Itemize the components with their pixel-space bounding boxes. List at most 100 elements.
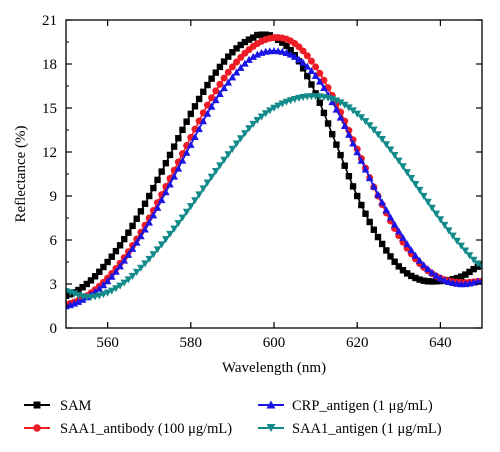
data-point [361, 165, 370, 173]
data-point [236, 135, 245, 143]
data-point [320, 83, 328, 91]
data-point [220, 74, 228, 82]
data-point [333, 141, 340, 148]
data-point [216, 63, 224, 71]
data-point [228, 145, 237, 153]
data-point [436, 216, 445, 224]
data-point [419, 192, 428, 200]
data-point [390, 152, 399, 160]
data-point [229, 49, 236, 56]
data-point [220, 156, 228, 164]
data-point [245, 125, 253, 133]
data-point [303, 62, 312, 70]
data-point [336, 113, 345, 121]
data-point [195, 191, 203, 199]
legend-entry-sam: SAM [24, 398, 92, 414]
data-point [170, 172, 178, 180]
data-point [262, 31, 269, 38]
data-point [386, 213, 395, 221]
data-point [378, 198, 386, 206]
data-point [129, 222, 136, 230]
data-point [291, 52, 299, 60]
data-point [220, 84, 228, 92]
data-point [132, 238, 141, 246]
data-point [261, 110, 270, 118]
data-point [137, 264, 145, 272]
data-point [132, 268, 141, 276]
data-point [178, 214, 187, 222]
data-point [374, 131, 382, 139]
data-point [236, 63, 245, 71]
data-point [253, 117, 262, 125]
y-tick-label: 21 [42, 13, 57, 29]
data-point [433, 278, 440, 285]
data-point [303, 52, 311, 60]
data-point [354, 192, 361, 200]
legend-label-saa1-antibody: SAA1_antibody (100 μg/mL) [60, 421, 232, 437]
x-tick-label: 620 [346, 335, 369, 351]
data-point [166, 180, 174, 188]
data-point [461, 247, 470, 255]
data-point [361, 118, 370, 126]
data-point [411, 181, 420, 189]
data-point [316, 69, 324, 77]
data-point [120, 256, 129, 264]
data-point [274, 102, 282, 110]
data-point [199, 117, 208, 125]
data-point [336, 99, 345, 107]
data-point [332, 97, 341, 105]
data-point [75, 286, 82, 294]
data-point [420, 277, 427, 284]
data-point [453, 237, 461, 245]
data-point [315, 77, 324, 85]
data-point [203, 109, 212, 117]
data-point [279, 39, 286, 46]
data-point [174, 164, 183, 172]
x-axis-title: Wavelength (nm) [222, 360, 326, 376]
data-point [146, 192, 153, 200]
data-point [212, 69, 219, 76]
data-point [103, 289, 112, 297]
x-tick-label: 600 [263, 335, 286, 351]
data-point [391, 258, 398, 265]
data-point [120, 279, 129, 287]
data-point [316, 99, 323, 106]
data-point [415, 256, 424, 264]
data-point [311, 71, 320, 79]
data-point [365, 122, 374, 130]
data-point [399, 163, 407, 171]
data-point [278, 47, 287, 55]
data-point [112, 285, 120, 293]
data-point [141, 200, 149, 207]
data-point [295, 55, 303, 63]
y-tick-label: 15 [42, 101, 57, 117]
legend-label-saa1-antigen: SAA1_antigen (1 μg/mL) [292, 421, 442, 437]
data-point [257, 113, 266, 121]
y-tick-label: 0 [50, 321, 58, 337]
data-point [216, 162, 224, 170]
data-point [304, 72, 311, 80]
legend-label-crp-antigen: CRP_antigen (1 μg/mL) [292, 398, 433, 414]
data-point [283, 42, 290, 50]
data-point [112, 267, 120, 275]
legend-marker-sam [33, 401, 41, 409]
data-point [183, 118, 190, 125]
data-point [357, 114, 366, 122]
data-point [220, 58, 228, 65]
data-point [216, 80, 224, 88]
data-point [436, 274, 445, 282]
data-point [162, 236, 170, 244]
data-point [241, 130, 249, 138]
data-point [307, 57, 315, 65]
data-point [141, 260, 149, 268]
data-point [312, 63, 320, 71]
ticks-layer [66, 19, 482, 329]
data-point [387, 253, 394, 260]
data-point [166, 230, 174, 238]
data-point [249, 120, 257, 128]
data-point [399, 267, 407, 274]
data-point [208, 94, 216, 102]
data-point [157, 241, 166, 249]
data-point [299, 47, 307, 55]
data-point [96, 268, 103, 276]
